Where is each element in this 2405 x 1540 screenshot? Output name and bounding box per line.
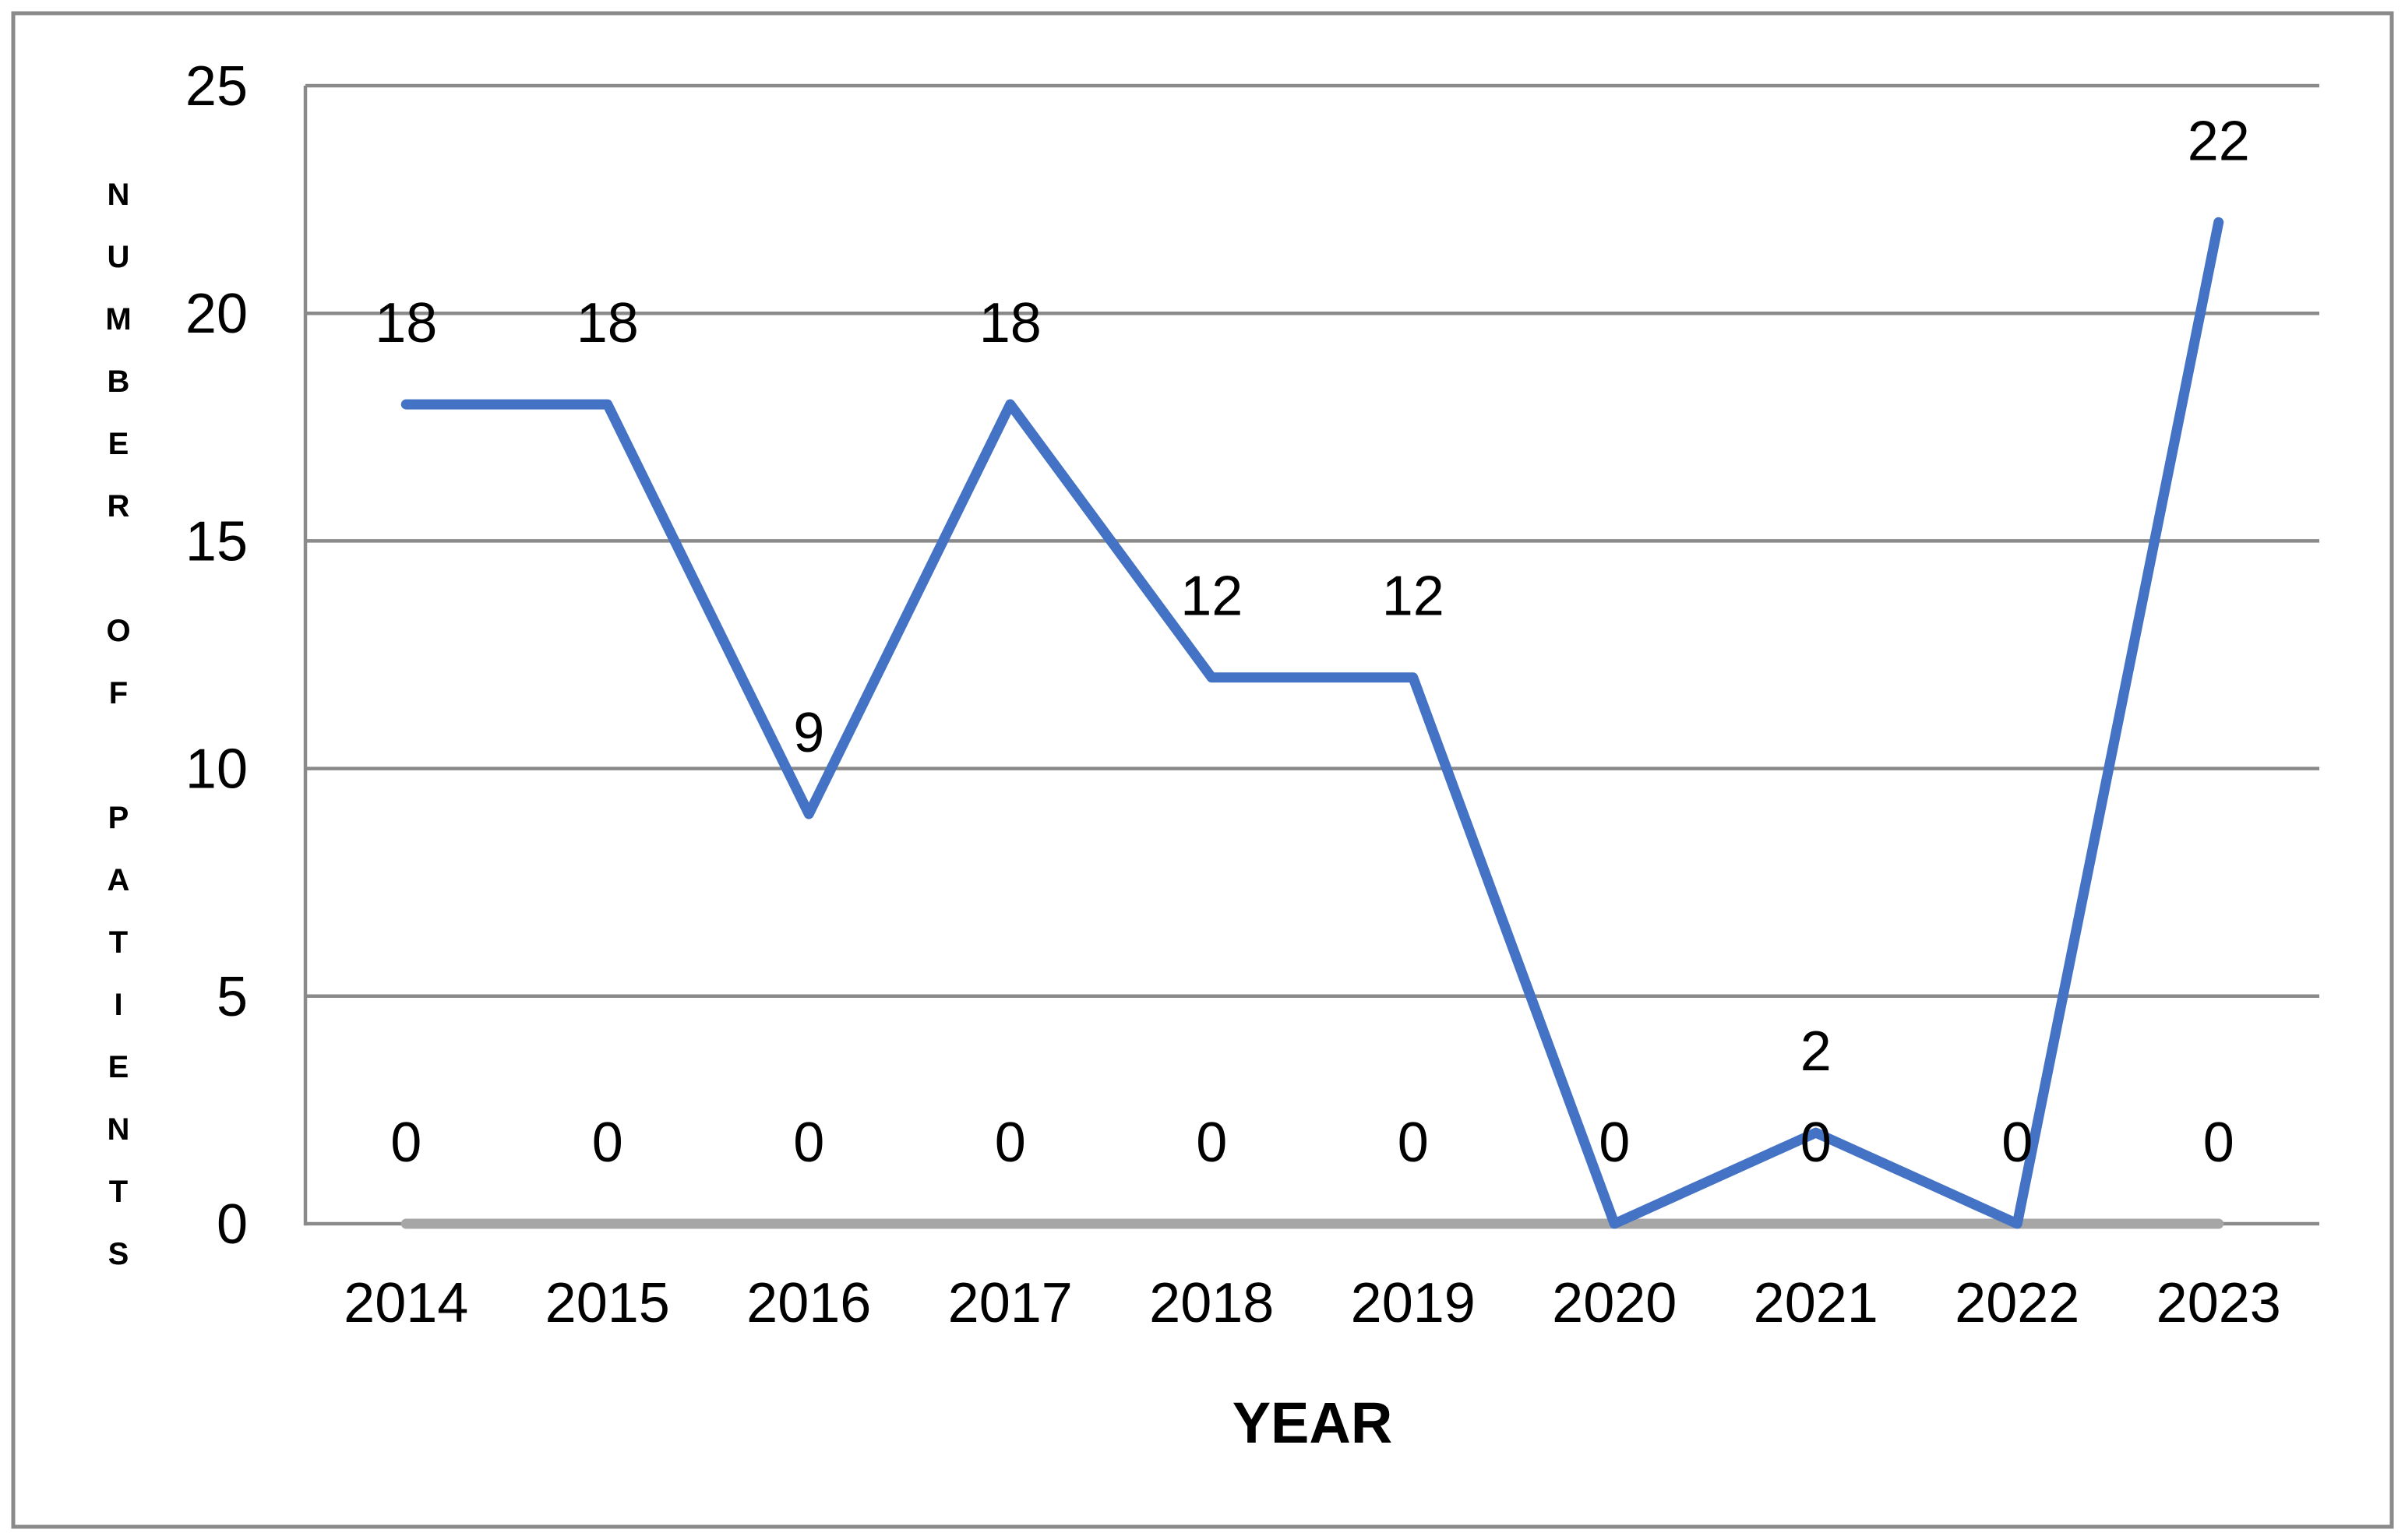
figure-border: [11, 11, 2394, 1529]
x-tick-label-2023: 2023: [2156, 1272, 2281, 1334]
y-axis-title-letter-3: B: [108, 365, 130, 399]
data-label-number-of-patients-2017: 18: [979, 292, 1042, 354]
x-tick-label-2021: 2021: [1754, 1272, 1878, 1334]
y-axis-title-letter-5: R: [108, 489, 130, 523]
y-tick-label-10: 10: [185, 738, 248, 801]
y-axis-title-letter-0: N: [108, 178, 130, 212]
data-label-zero-baseline-2017: 0: [995, 1112, 1026, 1174]
y-axis-title-letter-17: S: [108, 1237, 129, 1271]
y-tick-label-15: 15: [185, 510, 248, 573]
y-axis-title-letter-2: M: [105, 302, 131, 337]
y-axis-title-letter-1: U: [108, 240, 130, 274]
data-label-number-of-patients-2015: 18: [577, 292, 639, 354]
y-tick-label-20: 20: [185, 283, 248, 345]
data-label-zero-baseline-2019: 0: [1398, 1112, 1429, 1174]
y-axis-title-letter-14: E: [108, 1050, 129, 1084]
data-label-zero-baseline-2021: 0: [1800, 1112, 1832, 1174]
y-tick-label-25: 25: [185, 55, 248, 118]
data-label-number-of-patients-2014: 18: [375, 292, 437, 354]
x-tick-label-2014: 2014: [344, 1272, 468, 1334]
data-label-zero-baseline-2020: 0: [1599, 1112, 1630, 1174]
x-tick-label-2019: 2019: [1351, 1272, 1476, 1334]
x-tick-label-2022: 2022: [1955, 1272, 2079, 1334]
x-tick-label-2018: 2018: [1149, 1272, 1274, 1334]
series-line-number-of-patients: [400, 217, 2224, 1229]
data-label-zero-baseline-2014: 0: [390, 1112, 421, 1174]
y-tick-label-5: 5: [217, 966, 248, 1028]
x-tick-label-2020: 2020: [1552, 1272, 1677, 1334]
x-tick-label-2016: 2016: [746, 1272, 871, 1334]
y-axis-title-letter-16: T: [109, 1175, 128, 1209]
x-axis-title: YEAR: [1232, 1390, 1393, 1455]
x-tick-label-2015: 2015: [545, 1272, 670, 1334]
y-axis-title-letter-7: O: [106, 614, 130, 648]
data-label-zero-baseline-2023: 0: [2203, 1112, 2234, 1174]
data-label-zero-baseline-2022: 0: [2001, 1112, 2033, 1174]
y-axis-title-letter-4: E: [108, 427, 129, 461]
y-axis-title-letter-12: T: [109, 925, 128, 960]
y-axis-title-letter-13: I: [114, 988, 122, 1022]
x-tick-label-2017: 2017: [948, 1272, 1073, 1334]
y-axis-title-letter-15: N: [108, 1112, 130, 1147]
y-tick-label-0: 0: [217, 1193, 248, 1256]
data-label-number-of-patients-2023: 22: [2188, 110, 2250, 172]
data-label-zero-baseline-2016: 0: [793, 1112, 824, 1174]
data-label-number-of-patients-2021: 2: [1800, 1020, 1832, 1083]
data-label-zero-baseline-2018: 0: [1196, 1112, 1227, 1174]
data-label-number-of-patients-2016: 9: [793, 702, 824, 764]
data-label-number-of-patients-2019: 12: [1382, 566, 1444, 628]
y-axis-title-letter-11: A: [108, 863, 130, 897]
y-axis-title-letter-8: F: [109, 676, 128, 710]
data-label-number-of-patients-2018: 12: [1180, 566, 1243, 628]
y-axis-title-letter-10: P: [108, 801, 129, 835]
data-label-zero-baseline-2015: 0: [592, 1112, 623, 1174]
